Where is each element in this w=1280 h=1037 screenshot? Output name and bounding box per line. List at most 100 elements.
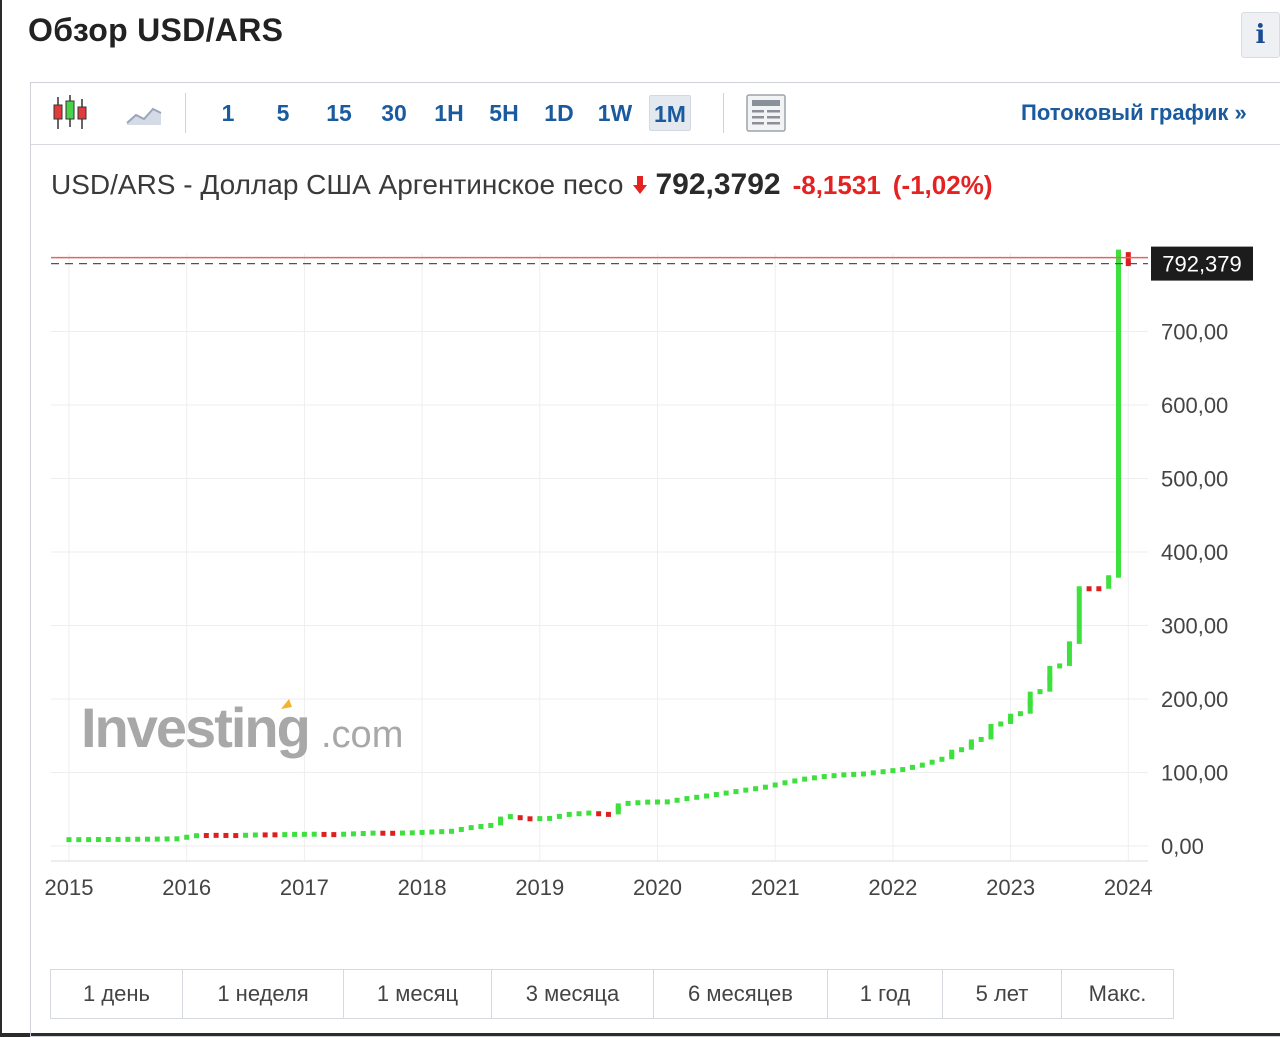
- y-tick-label: 600,00: [1161, 393, 1228, 418]
- toolbar-divider: [185, 93, 186, 133]
- y-tick-label: 700,00: [1161, 320, 1228, 345]
- y-tick-label: 0,00: [1161, 834, 1204, 859]
- streaming-chart-link[interactable]: Потоковый график »: [1021, 100, 1247, 125]
- price-point: [341, 831, 347, 837]
- price-point: [1096, 586, 1102, 592]
- price-point: [860, 771, 866, 777]
- period-3-months[interactable]: 3 месяца: [492, 970, 654, 1018]
- price-point: [704, 793, 710, 799]
- price-point: [880, 769, 886, 775]
- chart-widget: 1 5 15 30 1H 5H 1D 1W 1M Потоковый графи…: [30, 82, 1280, 1037]
- y-tick-label: 400,00: [1161, 540, 1228, 565]
- price-chart[interactable]: Investing .com 792,379 0,00 100,00 200,00 3…: [31, 83, 1280, 963]
- y-tick-label: 100,00: [1161, 761, 1228, 786]
- price-point: [321, 831, 327, 837]
- price-point: [851, 771, 857, 777]
- price-point: [684, 796, 690, 802]
- price-point: [350, 831, 356, 837]
- x-tick-label: 2020: [633, 875, 682, 900]
- price-point: [527, 816, 533, 822]
- price-bar: [1076, 588, 1082, 644]
- price-point: [409, 830, 415, 836]
- interval-30[interactable]: 30: [381, 100, 407, 126]
- price-point: [86, 837, 92, 843]
- price-point: [733, 789, 739, 795]
- price-point: [615, 806, 621, 812]
- interval-1m[interactable]: 1M: [649, 95, 691, 131]
- price-point: [213, 832, 219, 838]
- price-point: [439, 829, 445, 835]
- price-point: [66, 837, 72, 843]
- price-point: [390, 830, 396, 836]
- price-point: [429, 829, 435, 835]
- price-point: [301, 831, 307, 837]
- price-point: [1027, 700, 1033, 706]
- period-1-week[interactable]: 1 неделя: [183, 970, 344, 1018]
- table-view-icon[interactable]: [745, 93, 787, 133]
- window-frame-left: [0, 0, 2, 1037]
- period-6-months[interactable]: 6 месяцев: [654, 970, 828, 1018]
- price-point: [1047, 676, 1053, 682]
- price-point: [772, 782, 778, 788]
- interval-15[interactable]: 15: [326, 100, 352, 126]
- price-point: [125, 836, 131, 842]
- price-point: [998, 721, 1004, 727]
- period-max[interactable]: Макс.: [1088, 981, 1147, 1006]
- price-point: [831, 773, 837, 779]
- price-bar: [1106, 577, 1112, 589]
- price-point: [655, 799, 660, 805]
- candlestick-chart-icon[interactable]: [49, 93, 91, 133]
- window-frame-bottom: [0, 1033, 1280, 1037]
- price-point: [978, 736, 984, 742]
- interval-1h[interactable]: 1H: [434, 100, 464, 126]
- price-point: [1115, 249, 1121, 255]
- price-point: [380, 830, 386, 836]
- x-tick-label: 2016: [162, 875, 211, 900]
- y-axis: 0,00 100,00 200,00 300,00 400,00 500,00 600,00…: [1161, 320, 1228, 860]
- price-point: [311, 831, 317, 837]
- price-point: [144, 836, 150, 842]
- chart-grid: [51, 253, 1148, 862]
- x-axis: 2015 2016 2017 2018 2019 2020 2021 2022 2023 2024: [45, 875, 1153, 900]
- interval-1w[interactable]: 1W: [597, 100, 633, 126]
- period-selector: 1 день 1 неделя 1 месяц 3 месяца 6 месяц…: [50, 969, 1174, 1019]
- price-point: [870, 770, 876, 776]
- watermark-brand: Investing: [81, 696, 309, 759]
- price-point: [419, 829, 425, 835]
- last-price-tag-label: 792,379: [1162, 252, 1242, 277]
- price-point: [547, 815, 553, 821]
- price-point: [1125, 261, 1131, 267]
- last-price-tag: [1151, 246, 1253, 281]
- area-chart-icon[interactable]: [123, 93, 165, 133]
- info-button[interactable]: i: [1241, 12, 1280, 58]
- interval-5[interactable]: 5: [276, 100, 290, 126]
- price-point: [556, 813, 562, 819]
- price-point: [537, 816, 543, 822]
- price-point: [929, 759, 935, 765]
- watermark-suffix: .com: [321, 714, 403, 756]
- price-point: [262, 832, 268, 838]
- x-tick-label: 2023: [986, 875, 1035, 900]
- price-point: [223, 832, 229, 838]
- price-point: [370, 830, 376, 836]
- x-tick-label: 2024: [1104, 875, 1153, 900]
- price-point: [203, 833, 209, 839]
- price-point: [243, 832, 249, 838]
- price-point: [194, 833, 200, 839]
- price-point: [478, 824, 484, 830]
- period-5-years[interactable]: 5 лет: [943, 970, 1062, 1018]
- price-bar: [1115, 252, 1121, 578]
- period-1-year[interactable]: 1 год: [828, 970, 943, 1018]
- price-point: [919, 762, 925, 768]
- price-point: [154, 836, 160, 842]
- price-point: [1076, 586, 1082, 592]
- price-point: [596, 811, 602, 817]
- period-1-day[interactable]: 1 день: [51, 970, 183, 1018]
- quote-header: USD/ARS - Доллар США Аргентинское песо 7…: [51, 168, 992, 202]
- price-point: [988, 729, 994, 735]
- period-1-month[interactable]: 1 месяц: [344, 970, 492, 1018]
- price-point: [694, 794, 700, 800]
- interval-5h[interactable]: 5H: [489, 100, 519, 126]
- interval-1d[interactable]: 1D: [544, 100, 574, 126]
- interval-1[interactable]: 1: [221, 100, 235, 126]
